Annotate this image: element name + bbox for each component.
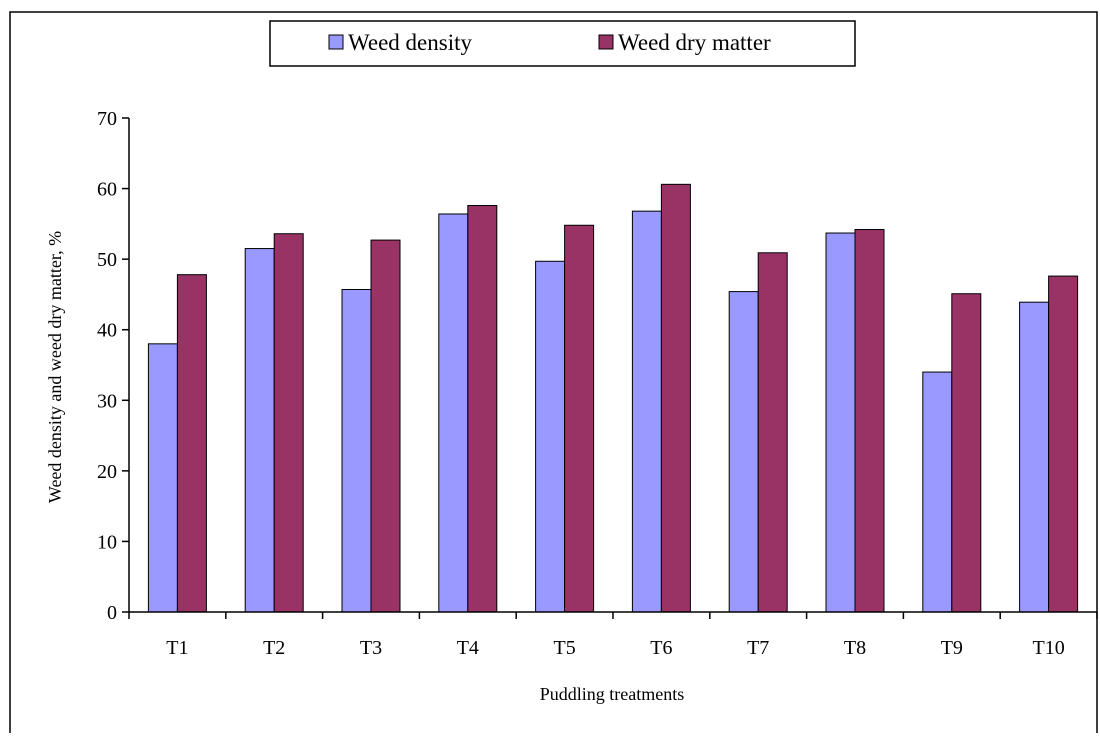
y-tick-label: 50 bbox=[97, 249, 117, 271]
y-tick-label: 20 bbox=[97, 461, 117, 483]
bar-weed-density-t6 bbox=[631, 210, 662, 613]
bar-weed-density-t4 bbox=[438, 213, 469, 613]
legend-label-weed-dry-matter: Weed dry matter bbox=[618, 30, 771, 55]
y-tick-label: 60 bbox=[97, 179, 117, 201]
x-tick-label-t3: T3 bbox=[360, 637, 382, 659]
x-tick-label-t10: T10 bbox=[1032, 637, 1064, 659]
y-tick-label: 40 bbox=[97, 320, 117, 342]
x-tick-label-t2: T2 bbox=[263, 637, 285, 659]
bar-weed-dry-matter-t3 bbox=[370, 239, 401, 613]
legend-swatch-weed-dry-matter bbox=[598, 34, 614, 50]
x-tick-label-t9: T9 bbox=[941, 637, 963, 659]
bar-weed-dry-matter-t2 bbox=[273, 233, 304, 613]
y-tick-label: 0 bbox=[107, 602, 117, 624]
x-tick-label-t7: T7 bbox=[747, 637, 769, 659]
legend-label-weed-density: Weed density bbox=[348, 30, 472, 55]
bar-weed-density-t2 bbox=[244, 248, 275, 613]
y-axis-title: Weed density and weed dry matter, % bbox=[45, 231, 65, 503]
y-tick-label: 30 bbox=[97, 390, 117, 412]
x-tick-label-t6: T6 bbox=[650, 637, 672, 659]
bar-weed-dry-matter-t10 bbox=[1048, 275, 1079, 613]
bar-weed-density-t10 bbox=[1019, 301, 1050, 613]
legend-swatch-weed-density bbox=[328, 34, 344, 50]
legend-box bbox=[269, 20, 856, 67]
bar-weed-dry-matter-t6 bbox=[660, 183, 691, 613]
legend: Weed density Weed dry matter bbox=[269, 20, 856, 67]
bar-weed-dry-matter-t8 bbox=[854, 229, 885, 613]
plot-area: 0 10 20 30 40 50 60 70 T1 T2 T3 T4 T5 T6 T7 T8 T9 T10 bbox=[97, 108, 1098, 659]
bar-weed-density-t3 bbox=[341, 288, 372, 613]
bar-weed-dry-matter-t4 bbox=[467, 205, 498, 613]
bar-weed-density-t8 bbox=[825, 232, 856, 613]
y-tick-label: 70 bbox=[97, 108, 117, 130]
y-tick-label: 10 bbox=[97, 531, 117, 553]
bar-weed-density-t7 bbox=[728, 291, 759, 613]
bar-weed-density-t5 bbox=[535, 260, 566, 613]
bar-weed-density-t1 bbox=[147, 343, 178, 613]
x-axis-title: Puddling treatments bbox=[540, 684, 684, 704]
x-tick-label-t8: T8 bbox=[844, 637, 866, 659]
bar-weed-dry-matter-t7 bbox=[757, 252, 788, 613]
bar-weed-dry-matter-t1 bbox=[176, 274, 207, 613]
bar-weed-dry-matter-t5 bbox=[564, 224, 595, 613]
bar-weed-density-t9 bbox=[922, 371, 953, 613]
x-tick-label-t5: T5 bbox=[553, 637, 575, 659]
bar-weed-dry-matter-t9 bbox=[951, 293, 982, 613]
x-tick-label-t1: T1 bbox=[166, 637, 188, 659]
x-tick-label-t4: T4 bbox=[457, 637, 479, 659]
